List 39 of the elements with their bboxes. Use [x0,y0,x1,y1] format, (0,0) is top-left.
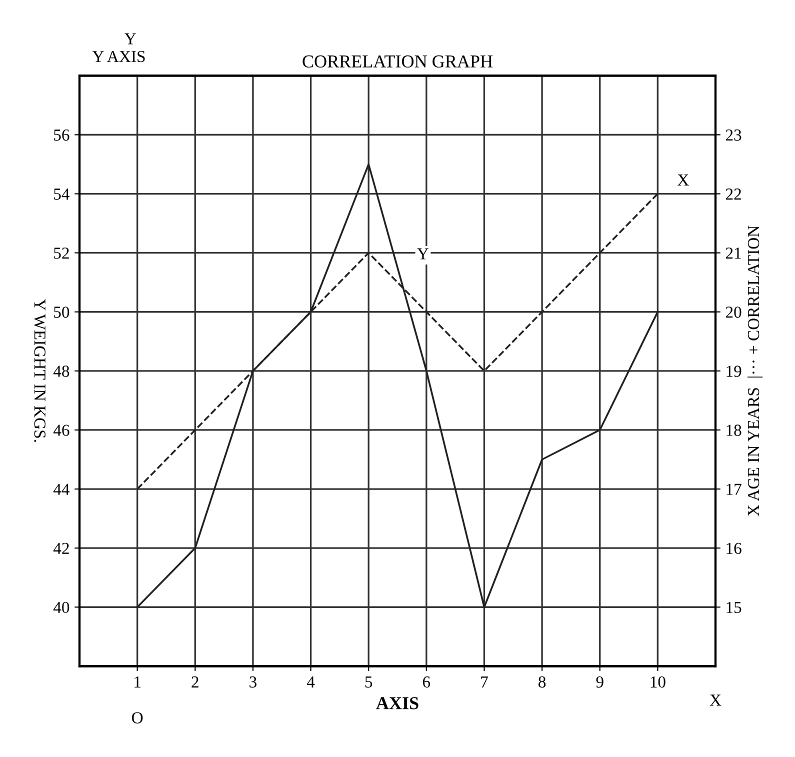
y-tick-label: 52 [54,248,69,259]
x-tick-label: 8 [538,676,546,688]
text: O [132,712,143,724]
y-tick-label: 56 [54,129,70,141]
x-tick-label: 1 [134,676,140,688]
text: X [710,694,722,706]
line-series [136,163,659,608]
text: Y AXIS [92,50,145,62]
y2-axis-title: X AGE IN YEARS |··· + CORRELATION [747,226,763,516]
y2-tick-label: 22 [726,188,741,200]
y-tick-label: 46 [53,424,70,436]
y2-tick-label: 19 [726,366,742,377]
y2-tick-label: 18 [726,424,742,436]
x-tick-label: 2 [192,676,198,688]
y-tick-label: 50 [54,306,70,318]
y-axis-title: Y WEIGHT IN KGS. [34,299,46,442]
x-tick-label: 10 [650,676,666,688]
x-tick-label: 5 [365,676,372,688]
y-tick-label: 54 [54,188,70,200]
y2-tick-label: 17 [726,484,742,495]
x-tick-label: 7 [481,676,488,688]
x-tick-label: 9 [596,676,604,688]
chart-title: CORRELATION GRAPH [302,55,493,68]
series-label: Y [417,248,429,260]
y2-tick-label: 20 [726,306,742,318]
y2-tick-label: 21 [726,248,741,259]
y-tick-label: 48 [53,366,70,377]
x-tick-label: 3 [250,676,256,688]
x-tick-label: 4 [306,676,315,688]
y2-tick-label: 15 [726,602,742,614]
y2-tick-label: 23 [726,129,742,141]
series-label: X [677,174,689,186]
y-tick-label: 40 [53,602,70,614]
text: Y [124,33,136,44]
y2-tick-label: 16 [726,542,742,554]
y-tick-label: 42 [53,542,69,554]
x-axis-title: AXIS [376,697,418,710]
y-tick-label: 44 [53,484,70,495]
x-tick-label: 6 [422,676,430,688]
